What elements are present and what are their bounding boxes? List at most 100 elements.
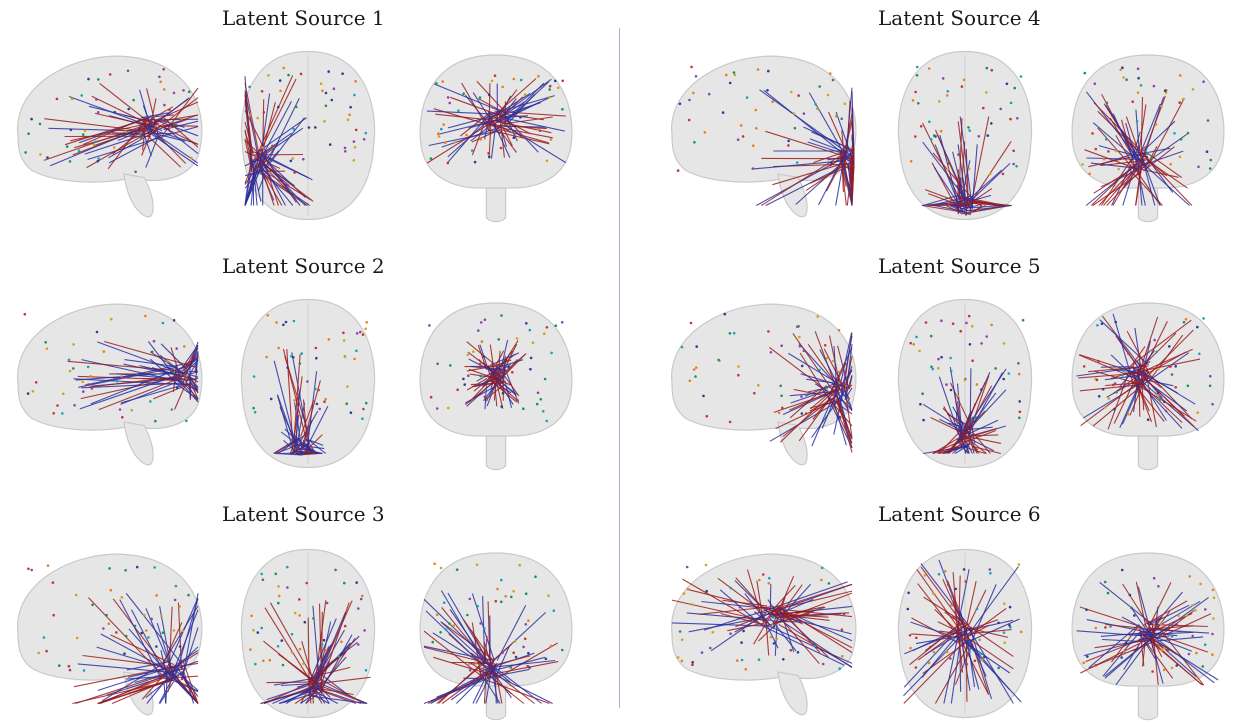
brain-node [445,628,448,631]
brain-node [56,98,59,101]
brain-node [825,387,828,390]
brain-node [745,668,748,671]
brain-node [185,420,188,423]
brain-node [737,365,740,368]
brain-node [928,662,931,665]
brain-node [75,594,78,597]
brain-node [1202,317,1205,320]
brain-node [1109,625,1112,628]
brain-node [971,325,974,328]
brain-node [522,407,525,410]
brain-node [1174,386,1177,389]
brain-node [769,636,772,639]
brain-node [81,381,84,384]
brain-node [113,146,116,149]
brain-node [709,647,712,650]
brain-node [321,643,324,646]
brain-node [838,371,841,374]
brain-node [46,347,49,350]
brain-node [916,66,919,69]
brain-node [921,392,924,395]
brain-node [1171,667,1174,670]
brain-node [1004,642,1007,645]
brain-node [254,411,257,414]
brain-node [1102,388,1105,391]
brain-node [173,629,176,632]
brain-node [797,325,800,328]
brain-node [190,157,193,160]
brain-node [491,80,494,83]
brain-node [1137,68,1140,71]
brain-coronal-view-source-2 [416,296,576,471]
brain-node [687,588,690,591]
brain-node [448,622,451,625]
brain-node [150,618,153,621]
brain-node [365,132,368,135]
brain-node [89,375,92,378]
brain-node [778,412,781,415]
brain-node [947,168,950,171]
brain-node [527,652,530,655]
brain-node [474,161,477,164]
brain-node [537,75,540,78]
brain-node [103,350,106,353]
brain-node [494,74,497,77]
brain-node [329,143,332,146]
brain-node [968,129,971,132]
brain-node [681,346,684,349]
brain-node [261,90,264,93]
brain-node [1122,76,1125,79]
brain-node [805,412,808,415]
brain-node [942,77,945,80]
brain-node [770,351,773,354]
brain-node [282,324,285,327]
brain-node [442,123,445,126]
brain-node [965,322,968,325]
brain-node [365,669,368,672]
brain-node [1006,83,1009,86]
brain-node [1146,152,1149,155]
brain-node [755,127,758,130]
brain-node [1008,372,1011,375]
brain-node [483,627,486,630]
brain-node [949,657,952,660]
brain-node [71,98,74,101]
brain-node [733,332,736,335]
brain-node [428,324,431,327]
brain-node [68,359,71,362]
brain-node [153,566,156,569]
brain-node [1013,87,1016,90]
brain-node [561,80,564,83]
brain-node [361,417,364,420]
brain-node [1104,581,1107,584]
brain-node [740,124,743,127]
brain-node [278,595,281,598]
brain-node [1094,82,1097,85]
brain-node [705,590,708,593]
brain-node [279,90,282,93]
brain-node [940,319,943,322]
brain-node [997,622,1000,625]
brain-node [277,602,280,605]
brain-node [550,645,553,648]
brain-node [1003,602,1006,605]
brain-node [334,569,337,572]
brain-node [87,366,90,369]
brain-node [249,648,252,651]
brain-node [61,412,64,415]
brain-node [930,335,933,338]
brain-node [1179,156,1182,159]
brain-node [781,407,784,410]
brain-node [292,128,295,131]
brain-node [500,601,503,604]
brain-node [340,641,343,644]
brain-sagittal-view-source-3 [8,546,208,721]
brain-node [915,637,918,640]
brain-node [1096,324,1099,327]
brain-node [688,99,691,102]
brain-node [355,581,358,584]
brain-node [542,410,545,413]
brain-node [912,99,915,102]
brain-node [1202,665,1205,668]
brain-node [1135,368,1138,371]
